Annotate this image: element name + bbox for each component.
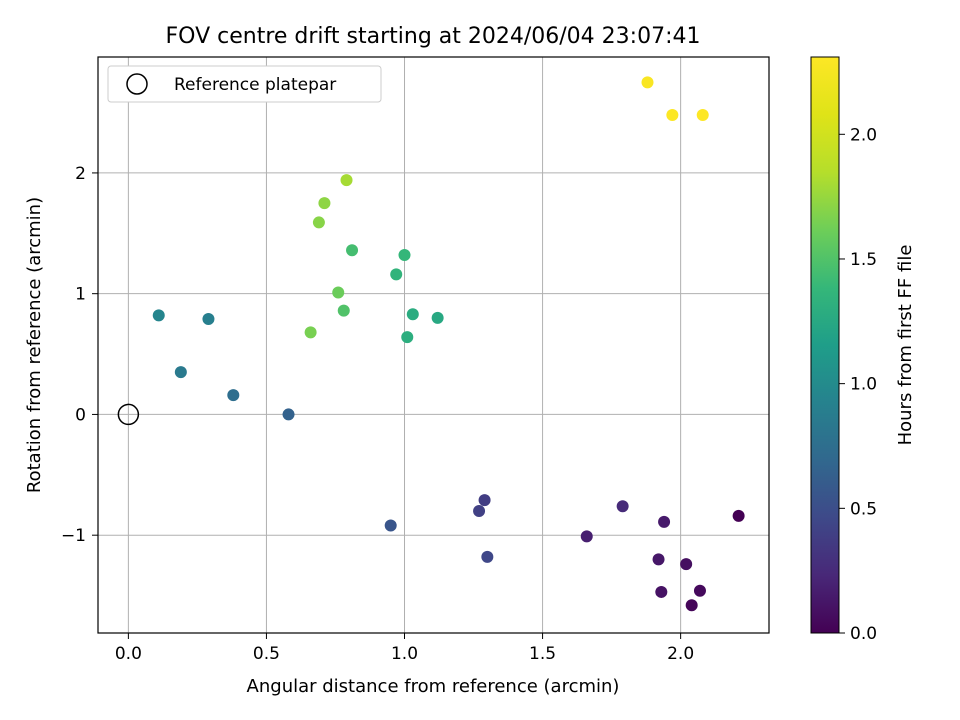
x-tick-label: 1.5 — [529, 644, 556, 664]
data-point — [398, 249, 411, 262]
colorbar-tick-label: 2.0 — [850, 125, 877, 145]
data-point — [732, 509, 745, 522]
data-point — [693, 584, 706, 597]
y-tick-label: 0 — [75, 405, 86, 425]
data-point — [431, 311, 444, 324]
data-point — [641, 76, 654, 89]
data-point — [332, 286, 345, 299]
data-points — [152, 76, 745, 612]
legend-box — [107, 65, 382, 103]
data-point — [666, 108, 679, 121]
legend-marker-icon — [126, 73, 148, 95]
data-point — [282, 408, 295, 421]
data-point — [580, 530, 593, 543]
data-point — [337, 304, 350, 317]
colorbar-tick-label: 0.5 — [850, 499, 877, 519]
data-point — [473, 505, 486, 518]
data-point — [227, 389, 240, 402]
data-point — [152, 309, 165, 322]
data-point — [481, 550, 494, 563]
colorbar-label: Hours from first FF file — [895, 245, 916, 446]
y-axis-label: Rotation from reference (arcmin) — [24, 197, 45, 493]
data-point — [696, 108, 709, 121]
data-point — [312, 216, 325, 229]
data-point — [346, 244, 359, 257]
data-point — [685, 599, 698, 612]
x-axis-ticks: 0.0 0.5 1.0 1.5 2.0 — [115, 633, 694, 664]
colorbar-tick-label: 0.0 — [850, 624, 877, 644]
colorbar: 0.0 0.5 1.0 1.5 2.0 Hours from first FF file — [810, 56, 916, 644]
x-tick-label: 0.0 — [115, 644, 142, 664]
x-tick-label: 1.0 — [391, 644, 418, 664]
colorbar-gradient — [810, 56, 840, 634]
y-tick-label: −1 — [61, 526, 86, 546]
data-point — [340, 174, 353, 187]
x-tick-label: 2.0 — [667, 644, 694, 664]
data-point — [304, 326, 317, 339]
x-tick-label: 0.5 — [253, 644, 280, 664]
colorbar-tick-label: 1.0 — [850, 375, 877, 395]
x-axis-label: Angular distance from reference (arcmin) — [247, 676, 620, 697]
plot-frame — [97, 56, 770, 634]
data-point — [652, 553, 665, 566]
data-point — [384, 519, 397, 532]
data-point — [390, 268, 403, 281]
data-point — [658, 515, 671, 528]
data-point — [202, 313, 215, 326]
y-axis-ticks: −1 0 1 2 — [61, 164, 98, 546]
chart-title: FOV centre drift starting at 2024/06/04 … — [166, 24, 701, 49]
data-point — [616, 500, 629, 513]
data-point — [318, 197, 331, 210]
data-point — [406, 308, 419, 321]
data-point — [655, 585, 668, 598]
legend: Reference platepar — [107, 65, 382, 103]
data-point — [174, 366, 187, 379]
data-point — [680, 558, 693, 571]
data-point — [478, 494, 491, 507]
legend-label: Reference platepar — [174, 75, 336, 95]
data-point — [401, 331, 414, 344]
colorbar-tick-label: 1.5 — [850, 250, 877, 270]
y-tick-label: 2 — [75, 164, 86, 184]
y-tick-label: 1 — [75, 285, 86, 305]
reference-platepar-marker — [117, 403, 140, 426]
colorbar-ticks: 0.0 0.5 1.0 1.5 2.0 — [839, 125, 877, 644]
grid — [98, 57, 769, 633]
